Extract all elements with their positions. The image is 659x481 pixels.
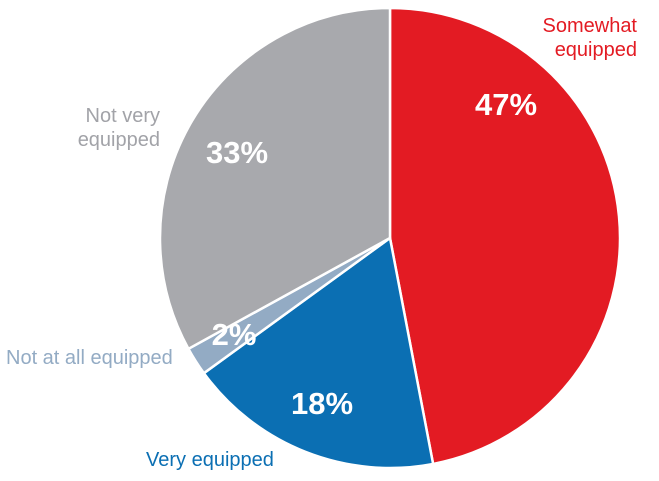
value-label: 47% (475, 87, 537, 122)
category-label: Somewhat equipped (542, 15, 638, 61)
value-label: 18% (291, 386, 353, 421)
category-label: Not very equipped (77, 105, 160, 151)
category-label: Not at all equipped (6, 347, 173, 369)
category-label: Very equipped (146, 449, 274, 471)
pie-slice (388, 6, 622, 466)
value-label: 2% (212, 317, 257, 352)
pie-slice (158, 6, 392, 351)
pie-slice (202, 235, 435, 470)
value-label: 33% (206, 135, 268, 170)
